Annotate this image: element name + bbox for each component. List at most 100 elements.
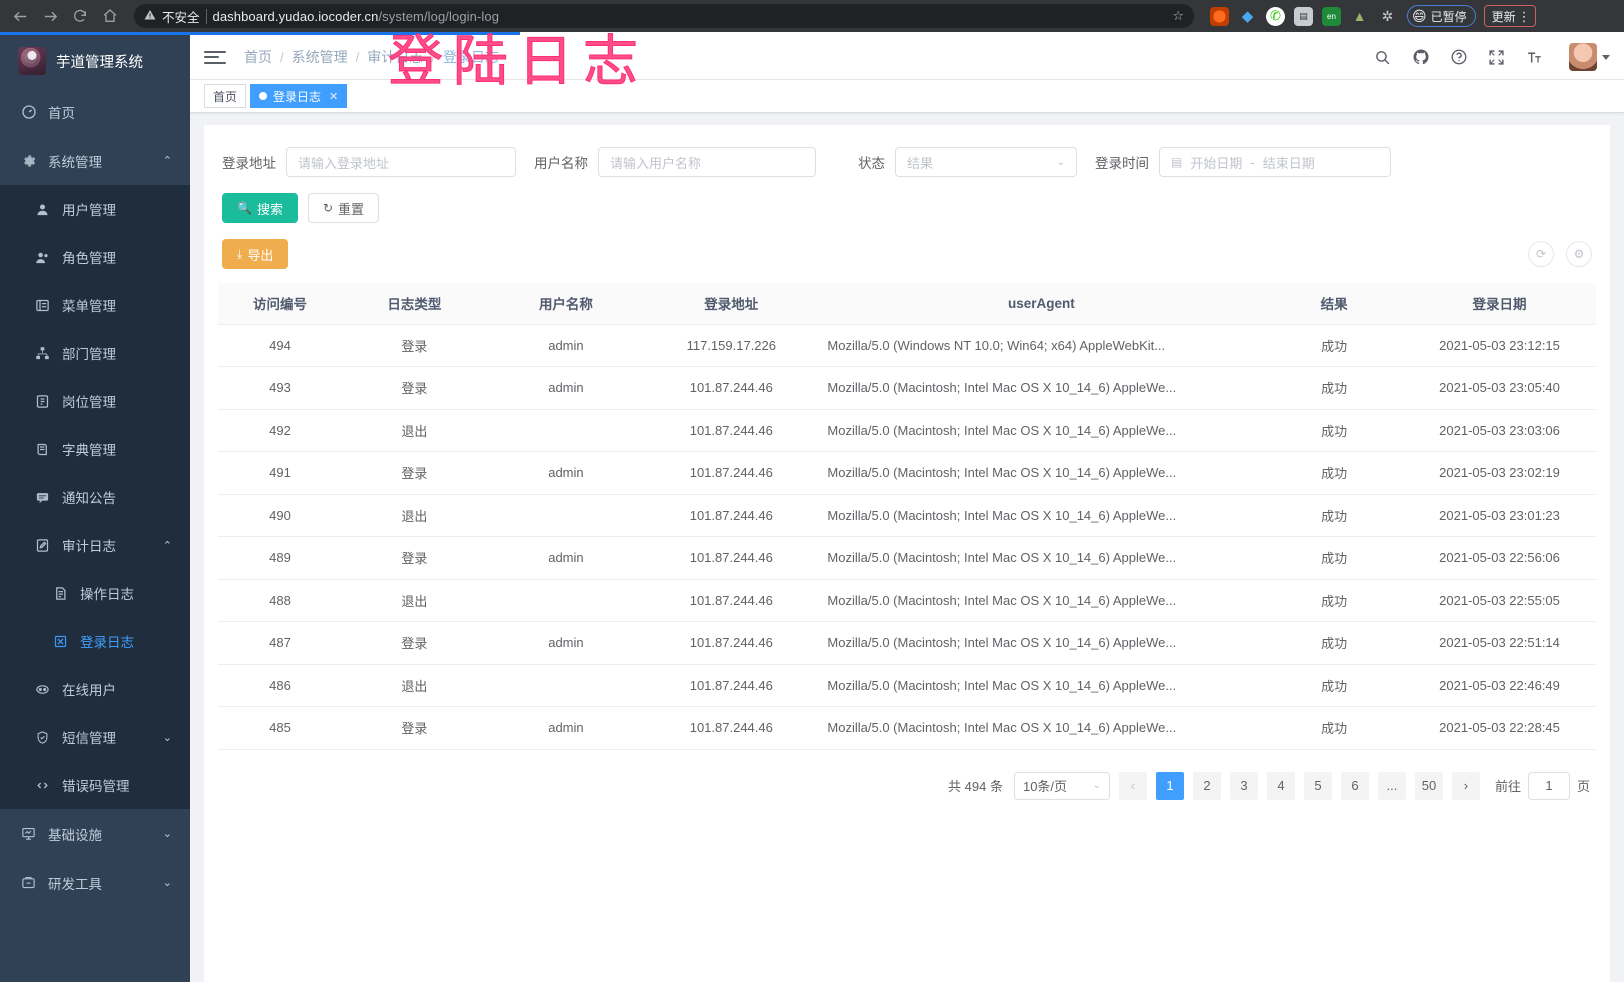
pagination-prev-button[interactable]: ‹: [1118, 771, 1147, 800]
chevron-down-icon: ⌄: [1092, 780, 1101, 791]
profile-paused-button[interactable]: 😄 已暂停: [1407, 5, 1476, 27]
diamond-extension[interactable]: ◆: [1241, 8, 1254, 25]
jump-page-input[interactable]: 1: [1527, 771, 1570, 800]
kebab-menu-icon[interactable]: ⋮: [1517, 8, 1531, 24]
font-size-icon[interactable]: [1525, 48, 1544, 67]
sidebar-item-16[interactable]: 研发工具 ⌄: [0, 858, 190, 907]
daterange-login-time[interactable]: ▤ 开始日期 - 结束日期: [1159, 147, 1391, 177]
table-row[interactable]: 486 退出 101.87.244.46 Mozilla/5.0 (Macint…: [218, 664, 1596, 707]
table-row[interactable]: 488 退出 101.87.244.46 Mozilla/5.0 (Macint…: [218, 579, 1596, 622]
star-icon[interactable]: ☆: [1172, 8, 1184, 23]
table-row[interactable]: 485 登录 admin 101.87.244.46 Mozilla/5.0 (…: [218, 706, 1596, 750]
sidebar-item-6[interactable]: 岗位管理: [0, 377, 190, 425]
cell-id: 490: [218, 494, 343, 537]
table-header-row: 访问编号 日志类型 用户名称 登录地址 userAgent 结果 登录日期: [218, 283, 1596, 325]
search-button[interactable]: 🔍 搜索: [222, 193, 298, 223]
user-menu[interactable]: [1569, 43, 1610, 71]
table-row[interactable]: 493 登录 admin 101.87.244.46 Mozilla/5.0 (…: [218, 366, 1596, 410]
megaphone-icon: [34, 490, 51, 505]
reload-icon[interactable]: [66, 2, 94, 30]
breadcrumb-item-2[interactable]: 审计日志: [367, 49, 424, 65]
user-icon: [34, 202, 51, 217]
table-row[interactable]: 489 登录 admin 101.87.244.46 Mozilla/5.0 (…: [218, 536, 1596, 580]
pagination-page-50[interactable]: 50: [1414, 771, 1443, 800]
app-root: 芋道管理系统 首页 系统管理 ⌃ 用户管理 角色管理 菜单管理 部门管理 岗位管…: [0, 35, 1624, 982]
table-row[interactable]: 490 退出 101.87.244.46 Mozilla/5.0 (Macint…: [218, 494, 1596, 537]
table-row[interactable]: 494 登录 admin 117.159.17.226 Mozilla/5.0 …: [218, 324, 1596, 367]
search-input-login-address[interactable]: 请输入登录地址: [286, 147, 516, 177]
forward-arrow-icon[interactable]: [36, 2, 64, 30]
cell-type: 登录: [342, 324, 487, 367]
field-login-time: 登录时间 ▤ 开始日期 - 结束日期: [1095, 147, 1391, 177]
tag-tab-1[interactable]: 登录日志 ✕: [250, 84, 348, 108]
breadcrumb-item-0[interactable]: 首页: [244, 49, 272, 65]
tree-icon: [34, 346, 51, 361]
fullscreen-icon[interactable]: [1487, 48, 1506, 67]
table-row[interactable]: 492 退出 101.87.244.46 Mozilla/5.0 (Macint…: [218, 409, 1596, 452]
sidebar-item-13[interactable]: 短信管理 ⌄: [0, 713, 190, 761]
address-bar[interactable]: 不安全 dashboard.yudao.iocoder.cn/system/lo…: [134, 4, 1194, 28]
pagination-page-...[interactable]: ...: [1377, 771, 1406, 800]
tampermonkey-extension[interactable]: ▲: [1352, 8, 1367, 24]
sidebar-item-14[interactable]: 错误码管理: [0, 761, 190, 809]
sidebar-item-5[interactable]: 部门管理: [0, 329, 190, 377]
pagination-page-1[interactable]: 1: [1155, 771, 1184, 800]
pagination-page-6[interactable]: 6: [1340, 771, 1369, 800]
home-icon[interactable]: [96, 2, 124, 30]
search-input-username[interactable]: 请输入用户名称: [598, 147, 816, 177]
sidebar-item-15[interactable]: 基础设施 ⌄: [0, 809, 190, 858]
label-status: 状态: [858, 156, 885, 171]
table-column-header-1: 日志类型: [342, 283, 487, 325]
topbar-actions: [1373, 43, 1610, 71]
cell-id: 487: [218, 621, 343, 665]
export-button[interactable]: ⤓ 导出: [222, 239, 289, 269]
table-row[interactable]: 487 登录 admin 101.87.244.46 Mozilla/5.0 (…: [218, 621, 1596, 665]
pagination-page-5[interactable]: 5: [1303, 771, 1332, 800]
brand[interactable]: 芋道管理系统: [0, 35, 190, 87]
pagination-page-3[interactable]: 3: [1229, 771, 1258, 800]
page-size-select[interactable]: 10条/页 ⌄: [1013, 771, 1110, 800]
sidebar-item-11[interactable]: 登录日志: [0, 617, 190, 665]
translate-extension[interactable]: ▤: [1294, 6, 1313, 26]
hamburger-icon[interactable]: [204, 50, 226, 64]
back-arrow-icon[interactable]: [6, 2, 34, 30]
cell-type: 退出: [342, 409, 487, 452]
cell-type: 登录: [342, 451, 487, 495]
sidebar-item-12[interactable]: 在线用户: [0, 665, 190, 713]
refresh-circle-icon[interactable]: ⟳: [1528, 241, 1554, 267]
tag-tab-0[interactable]: 首页: [204, 84, 247, 108]
breadcrumb-item-3[interactable]: 登录日志: [442, 49, 499, 65]
cell-result: 成功: [1265, 706, 1404, 750]
sidebar-item-1[interactable]: 系统管理 ⌃: [0, 136, 190, 185]
code-icon: [34, 778, 51, 793]
sidebar: 芋道管理系统 首页 系统管理 ⌃ 用户管理 角色管理 菜单管理 部门管理 岗位管…: [0, 35, 190, 982]
table-row[interactable]: 491 登录 admin 101.87.244.46 Mozilla/5.0 (…: [218, 451, 1596, 495]
ublock-origin-extension[interactable]: [1210, 6, 1229, 26]
close-icon[interactable]: ✕: [329, 90, 339, 103]
select-status[interactable]: 结果 ⌄: [895, 147, 1077, 177]
breadcrumb-item-1[interactable]: 系统管理: [291, 49, 348, 65]
wechat-extension[interactable]: ✆: [1266, 6, 1285, 26]
sidebar-item-4[interactable]: 菜单管理: [0, 281, 190, 329]
columns-circle-icon[interactable]: ⚙: [1566, 241, 1592, 267]
search-icon[interactable]: [1373, 48, 1392, 67]
pagination-next-button[interactable]: ›: [1451, 771, 1480, 800]
dictionary-extension[interactable]: en: [1322, 6, 1341, 26]
pagination-page-4[interactable]: 4: [1266, 771, 1295, 800]
sidebar-item-3[interactable]: 角色管理: [0, 233, 190, 281]
help-icon[interactable]: [1449, 48, 1468, 67]
sidebar-item-8[interactable]: 通知公告: [0, 473, 190, 521]
sidebar-item-7[interactable]: 字典管理: [0, 425, 190, 473]
sidebar-item-0[interactable]: 首页: [0, 87, 190, 136]
label-login-address: 登录地址: [222, 156, 276, 171]
reset-button[interactable]: ↻ 重置: [307, 193, 380, 223]
sidebar-item-9[interactable]: 审计日志 ⌃: [0, 521, 190, 569]
update-button[interactable]: 更新 ⋮: [1483, 5, 1536, 27]
puzzle-extensions-icon[interactable]: ✲: [1381, 7, 1394, 24]
cell-user: admin: [486, 324, 646, 367]
topbar: 首页 / 系统管理 / 审计日志 / 登录日志: [190, 35, 1624, 79]
pagination-page-2[interactable]: 2: [1192, 771, 1221, 800]
github-icon[interactable]: [1411, 48, 1430, 67]
sidebar-item-2[interactable]: 用户管理: [0, 185, 190, 233]
sidebar-item-10[interactable]: 操作日志: [0, 569, 190, 617]
